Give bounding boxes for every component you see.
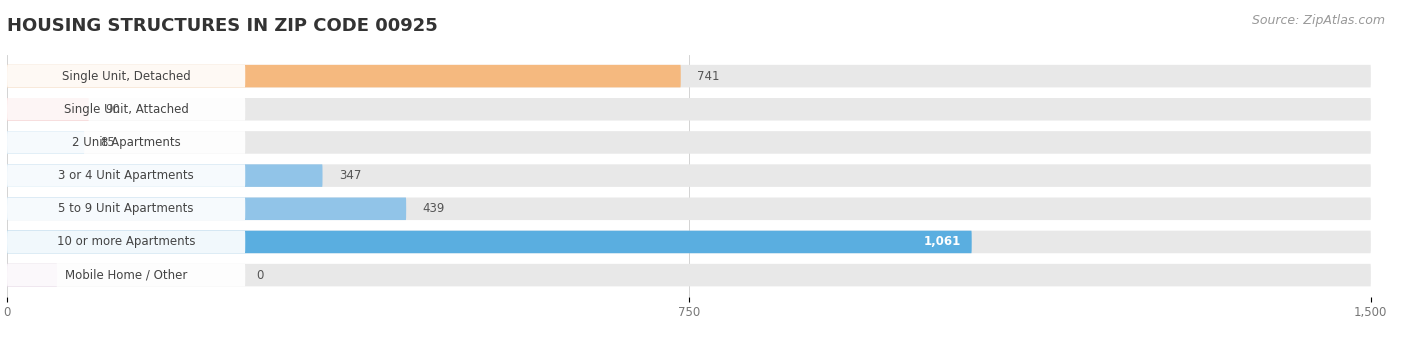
Text: Source: ZipAtlas.com: Source: ZipAtlas.com xyxy=(1251,14,1385,27)
FancyBboxPatch shape xyxy=(7,264,58,286)
Text: 741: 741 xyxy=(697,70,720,83)
Text: Single Unit, Detached: Single Unit, Detached xyxy=(62,70,190,83)
FancyBboxPatch shape xyxy=(7,164,322,187)
FancyBboxPatch shape xyxy=(7,98,89,121)
FancyBboxPatch shape xyxy=(7,65,681,87)
Text: 439: 439 xyxy=(423,202,444,215)
FancyBboxPatch shape xyxy=(7,131,84,154)
FancyBboxPatch shape xyxy=(7,231,972,253)
Text: 85: 85 xyxy=(101,136,115,149)
FancyBboxPatch shape xyxy=(7,98,245,121)
FancyBboxPatch shape xyxy=(7,197,245,220)
FancyBboxPatch shape xyxy=(7,164,1371,187)
FancyBboxPatch shape xyxy=(7,131,245,154)
FancyBboxPatch shape xyxy=(7,231,245,253)
Text: 347: 347 xyxy=(339,169,361,182)
FancyBboxPatch shape xyxy=(7,197,1371,220)
FancyBboxPatch shape xyxy=(7,264,1371,286)
FancyBboxPatch shape xyxy=(7,264,245,286)
FancyBboxPatch shape xyxy=(7,131,1371,154)
Text: Single Unit, Attached: Single Unit, Attached xyxy=(63,103,188,116)
FancyBboxPatch shape xyxy=(7,197,406,220)
FancyBboxPatch shape xyxy=(7,231,1371,253)
Text: 1,061: 1,061 xyxy=(924,235,960,249)
Text: 5 to 9 Unit Apartments: 5 to 9 Unit Apartments xyxy=(59,202,194,215)
FancyBboxPatch shape xyxy=(7,98,1371,121)
Text: HOUSING STRUCTURES IN ZIP CODE 00925: HOUSING STRUCTURES IN ZIP CODE 00925 xyxy=(7,17,437,35)
FancyBboxPatch shape xyxy=(7,65,1371,87)
FancyBboxPatch shape xyxy=(7,65,245,87)
Text: 0: 0 xyxy=(256,269,263,282)
Text: 10 or more Apartments: 10 or more Apartments xyxy=(56,235,195,249)
Text: Mobile Home / Other: Mobile Home / Other xyxy=(65,269,187,282)
Text: 2 Unit Apartments: 2 Unit Apartments xyxy=(72,136,180,149)
Text: 90: 90 xyxy=(105,103,120,116)
Text: 3 or 4 Unit Apartments: 3 or 4 Unit Apartments xyxy=(58,169,194,182)
FancyBboxPatch shape xyxy=(7,164,245,187)
